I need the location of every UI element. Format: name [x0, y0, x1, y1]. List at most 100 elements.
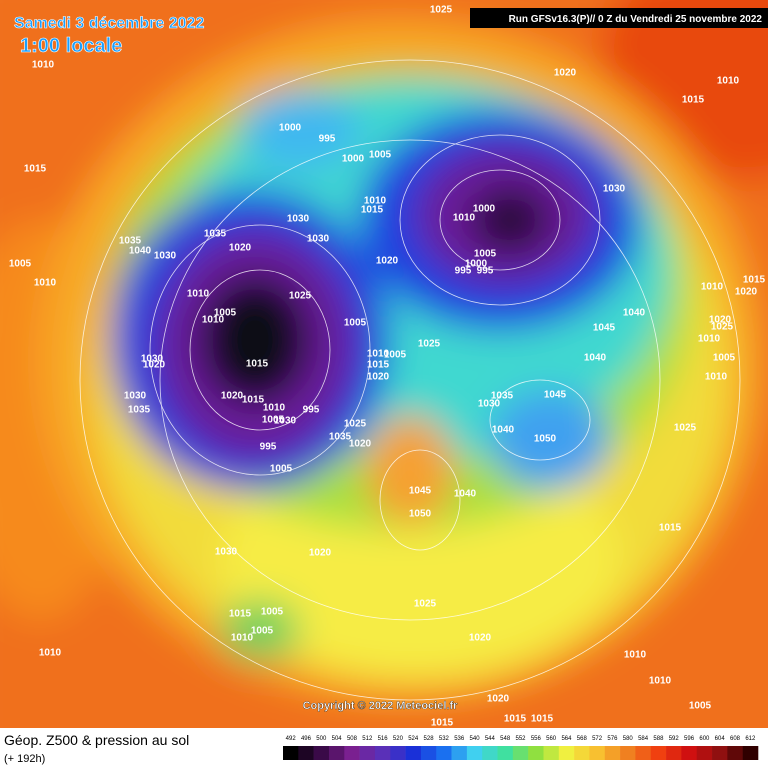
legend-swatch	[742, 746, 759, 760]
pressure-label: 1045	[544, 390, 567, 401]
pressure-label: 1030	[603, 184, 626, 195]
pressure-label: 1010	[367, 349, 390, 360]
legend-tick-label: 528	[424, 736, 435, 742]
run-box	[470, 8, 768, 28]
legend-swatch	[635, 746, 652, 760]
legend-tick-label: 588	[653, 736, 664, 742]
legend-swatch	[405, 746, 422, 760]
pressure-label: 1015	[24, 164, 47, 175]
legend-tick-label: 512	[362, 736, 373, 742]
legend-tick-label: 576	[607, 736, 618, 742]
legend-swatch	[283, 746, 299, 760]
pressure-label: 1020	[309, 548, 332, 559]
legend-swatch	[344, 746, 360, 760]
pressure-label: 1025	[414, 599, 437, 610]
legend-tick-label: 560	[546, 736, 557, 742]
legend-swatch	[359, 746, 376, 760]
pressure-label: 1020	[487, 694, 510, 705]
pressure-label: 1010	[202, 315, 225, 326]
legend-tick-label: 600	[699, 736, 710, 742]
legend-swatch	[436, 746, 452, 760]
pressure-label: 1035	[128, 405, 151, 416]
pressure-label: 995	[260, 442, 277, 453]
pressure-label: 1015	[246, 359, 269, 370]
pressure-label: 1020	[469, 633, 492, 644]
legend-swatch	[451, 746, 468, 760]
pressure-label: 995	[303, 405, 320, 416]
pressure-label: 1010	[231, 633, 254, 644]
pressure-label: 1010	[39, 648, 62, 659]
legend-tick-label: 612	[745, 736, 756, 742]
legend-tick-label: 504	[332, 736, 343, 742]
legend-tick-label: 544	[485, 736, 496, 742]
pressure-label: 1000	[465, 259, 488, 270]
legend-swatch	[497, 746, 514, 760]
pressure-label: 1015	[682, 95, 705, 106]
pressure-label: 1030	[287, 214, 310, 225]
pressure-label: 1025	[418, 339, 441, 350]
pressure-label: 1040	[492, 425, 515, 436]
pressure-label: 1005	[384, 350, 407, 361]
pressure-label: 1015	[659, 523, 682, 534]
pressure-label: 1040	[129, 246, 152, 257]
legend-swatch	[466, 746, 483, 760]
legend-tick-label: 520	[393, 736, 404, 742]
pressure-label: 1010	[263, 403, 286, 414]
pressure-label: 1040	[454, 489, 477, 500]
legend-swatch	[512, 746, 529, 760]
legend-swatch	[727, 746, 743, 760]
copyright: Copyright © 2022 Meteociel.fr	[303, 700, 459, 712]
legend-swatch	[666, 746, 682, 760]
pressure-label: 1010	[701, 282, 724, 293]
pressure-label: 1030	[141, 354, 164, 365]
legend-tick-label: 536	[454, 736, 465, 742]
pressure-label: 1010	[34, 278, 57, 289]
local-time: 1:00 locale	[20, 35, 122, 57]
pressure-label: 1030	[215, 547, 238, 558]
pressure-label: 1015	[743, 275, 766, 286]
pressure-label: 1030	[274, 416, 297, 427]
pressure-label: 1030	[307, 234, 330, 245]
pressure-label: 1005	[369, 150, 392, 161]
pressure-label: 1020	[229, 243, 252, 254]
legend-swatch	[650, 746, 667, 760]
pressure-label: 1020	[143, 360, 166, 371]
pressure-label: 1015	[431, 718, 454, 729]
pressure-label: 1050	[534, 434, 557, 445]
legend-swatch	[390, 746, 406, 760]
pressure-label: 1025	[674, 423, 697, 434]
pressure-label: 1005	[214, 308, 237, 319]
legend-tick-label: 516	[378, 736, 389, 742]
legend-tick-label: 596	[684, 736, 695, 742]
pressure-label: 1005	[344, 318, 367, 329]
color-legend: 492 496 500 504 508 512 516 520 524 528 532 536 540 5…	[283, 736, 759, 760]
legend-tick-label: 580	[623, 736, 634, 742]
pressure-label: 1010	[717, 76, 740, 87]
pressure-label: 1015	[367, 360, 390, 371]
legend-swatch	[374, 746, 391, 760]
pressure-label: 1040	[623, 308, 646, 319]
pressure-label: 1015	[504, 714, 527, 725]
footer-title: Géop. Z500 & pression au sol	[4, 732, 189, 748]
isobar-labels: 1025101010201010101510009951005100010151…	[9, 5, 766, 729]
pressure-label: 1005	[261, 607, 284, 618]
pressure-label: 1035	[204, 229, 227, 240]
pressure-label: 1010	[364, 196, 387, 207]
legend-swatch	[528, 746, 544, 760]
pressure-label: 995	[477, 266, 494, 277]
pressure-label: 1035	[329, 432, 352, 443]
legend-tick-label: 592	[669, 736, 680, 742]
legend-tick-label: 568	[577, 736, 588, 742]
pressure-label: 1020	[554, 68, 577, 79]
legend-tick-label: 532	[439, 736, 450, 742]
legend-swatch	[681, 746, 698, 760]
pressure-label: 1015	[229, 609, 252, 620]
pressure-label: 1020	[349, 439, 372, 450]
pressure-label: 995	[319, 134, 336, 145]
pressure-label: 1010	[624, 650, 647, 661]
pressure-label: 1020	[376, 256, 399, 267]
legend-swatch	[482, 746, 498, 760]
legend-swatch	[543, 746, 560, 760]
